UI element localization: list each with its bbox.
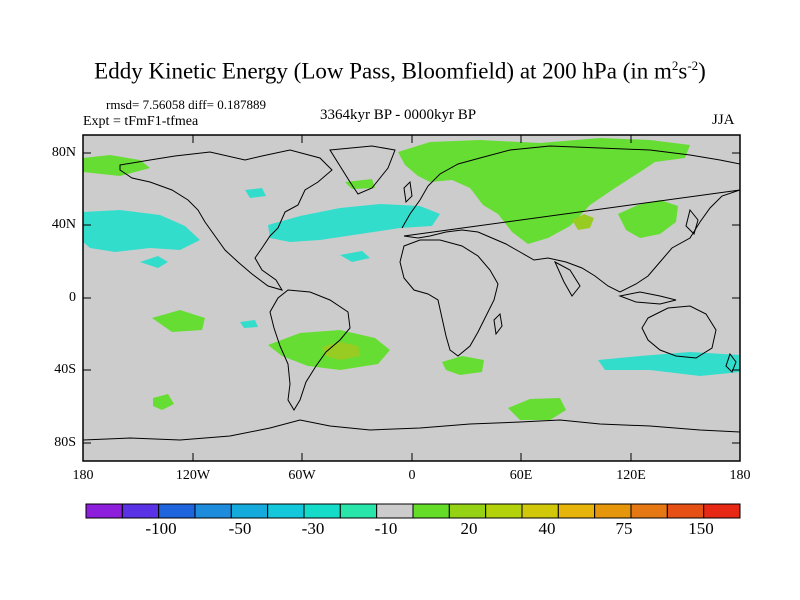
colorbar-label: -10 <box>374 519 398 538</box>
coast-antarctica <box>83 419 740 441</box>
colorbar-box <box>412 503 450 519</box>
colorbar-box <box>630 503 668 519</box>
season-label: JJA <box>712 112 735 128</box>
colorbar-box <box>339 503 378 519</box>
lon-label: 120E <box>616 468 646 483</box>
coast-new-zealand <box>725 352 737 373</box>
period-label: 3364kyr BP - 0000kyr BP <box>320 107 477 123</box>
colorbar-box <box>703 503 741 519</box>
positive-region-east-asia <box>618 200 678 238</box>
positive-region-arctic-west <box>83 155 150 176</box>
colorbar-box <box>85 503 123 519</box>
lon-label: 180 <box>729 468 751 483</box>
colorbar-box <box>267 503 305 519</box>
negative-region-north-pacific <box>83 210 200 252</box>
colorbar-label: 20 <box>460 519 478 538</box>
positive-core-south-america <box>322 342 360 360</box>
lat-label: 40S <box>54 362 76 377</box>
coast-africa <box>399 239 499 357</box>
coast-madagascar <box>493 312 503 336</box>
anomaly-field <box>83 138 740 441</box>
coast-indonesia <box>618 291 677 305</box>
colorbar-label: -30 <box>301 519 325 538</box>
lon-label: 120W <box>175 468 211 483</box>
negative-region-southeast-pacific <box>240 320 258 328</box>
lat-label: 0 <box>69 290 76 305</box>
positive-core-central-asia <box>572 214 594 230</box>
colorbar-label: -100 <box>145 519 177 538</box>
coast-japan <box>685 208 699 235</box>
colorbar-box <box>485 503 523 519</box>
negative-region-mid-pacific <box>140 256 168 268</box>
colorbar-box <box>557 503 596 519</box>
negative-region-south-pacific-band <box>598 352 740 376</box>
colorbar-box <box>158 503 196 519</box>
lon-label: 0 <box>408 468 416 483</box>
colorbar <box>85 503 741 519</box>
colorbar-label: 75 <box>615 519 633 538</box>
lat-label: 40N <box>51 217 76 232</box>
colorbar-label: 150 <box>688 519 714 538</box>
coast-south-america <box>269 289 351 411</box>
colorbar-box <box>230 503 269 519</box>
lon-label: 180 <box>72 468 94 483</box>
colorbar-box <box>376 503 414 519</box>
experiment-label: Expt = tFmF1-tfmea <box>83 114 199 129</box>
positive-region-south-pacific-small <box>153 394 174 410</box>
negative-region-north-america-small <box>245 188 266 198</box>
lat-label: 80S <box>54 435 76 450</box>
colorbar-box <box>666 503 705 519</box>
colorbar-box <box>521 503 559 519</box>
coast-greenland <box>329 145 396 195</box>
coast-uk <box>403 180 413 204</box>
positive-region-southern-indian <box>508 398 566 420</box>
lat-label: 80N <box>51 145 76 160</box>
colorbar-box <box>303 503 341 519</box>
coast-eurasia <box>401 145 740 293</box>
chart-title: Eddy Kinetic Energy (Low Pass, Bloomfiel… <box>94 58 706 84</box>
colorbar-label: 40 <box>538 519 556 538</box>
positive-region-south-pacific <box>152 310 205 332</box>
negative-region-atlantic-small <box>340 251 370 262</box>
colorbar-box <box>594 503 632 519</box>
colorbar-box <box>448 503 487 519</box>
map-background <box>83 135 740 461</box>
coastlines <box>83 145 740 441</box>
positive-region-arctic-eurasia <box>398 138 690 244</box>
stats-label: rmsd= 7.56058 diff= 0.187889 <box>106 97 266 112</box>
colorbar-box <box>194 503 232 519</box>
coast-north-america <box>119 149 333 291</box>
negative-region-north-atlantic <box>268 204 440 242</box>
colorbar-box <box>121 503 160 519</box>
axis-ticks <box>83 135 740 461</box>
positive-region-south-africa <box>442 356 484 375</box>
colorbar-label: -50 <box>228 519 252 538</box>
lon-label: 60W <box>288 468 316 483</box>
lon-label: 60E <box>509 468 533 483</box>
coast-india <box>553 260 581 297</box>
coast-australia <box>641 305 717 359</box>
